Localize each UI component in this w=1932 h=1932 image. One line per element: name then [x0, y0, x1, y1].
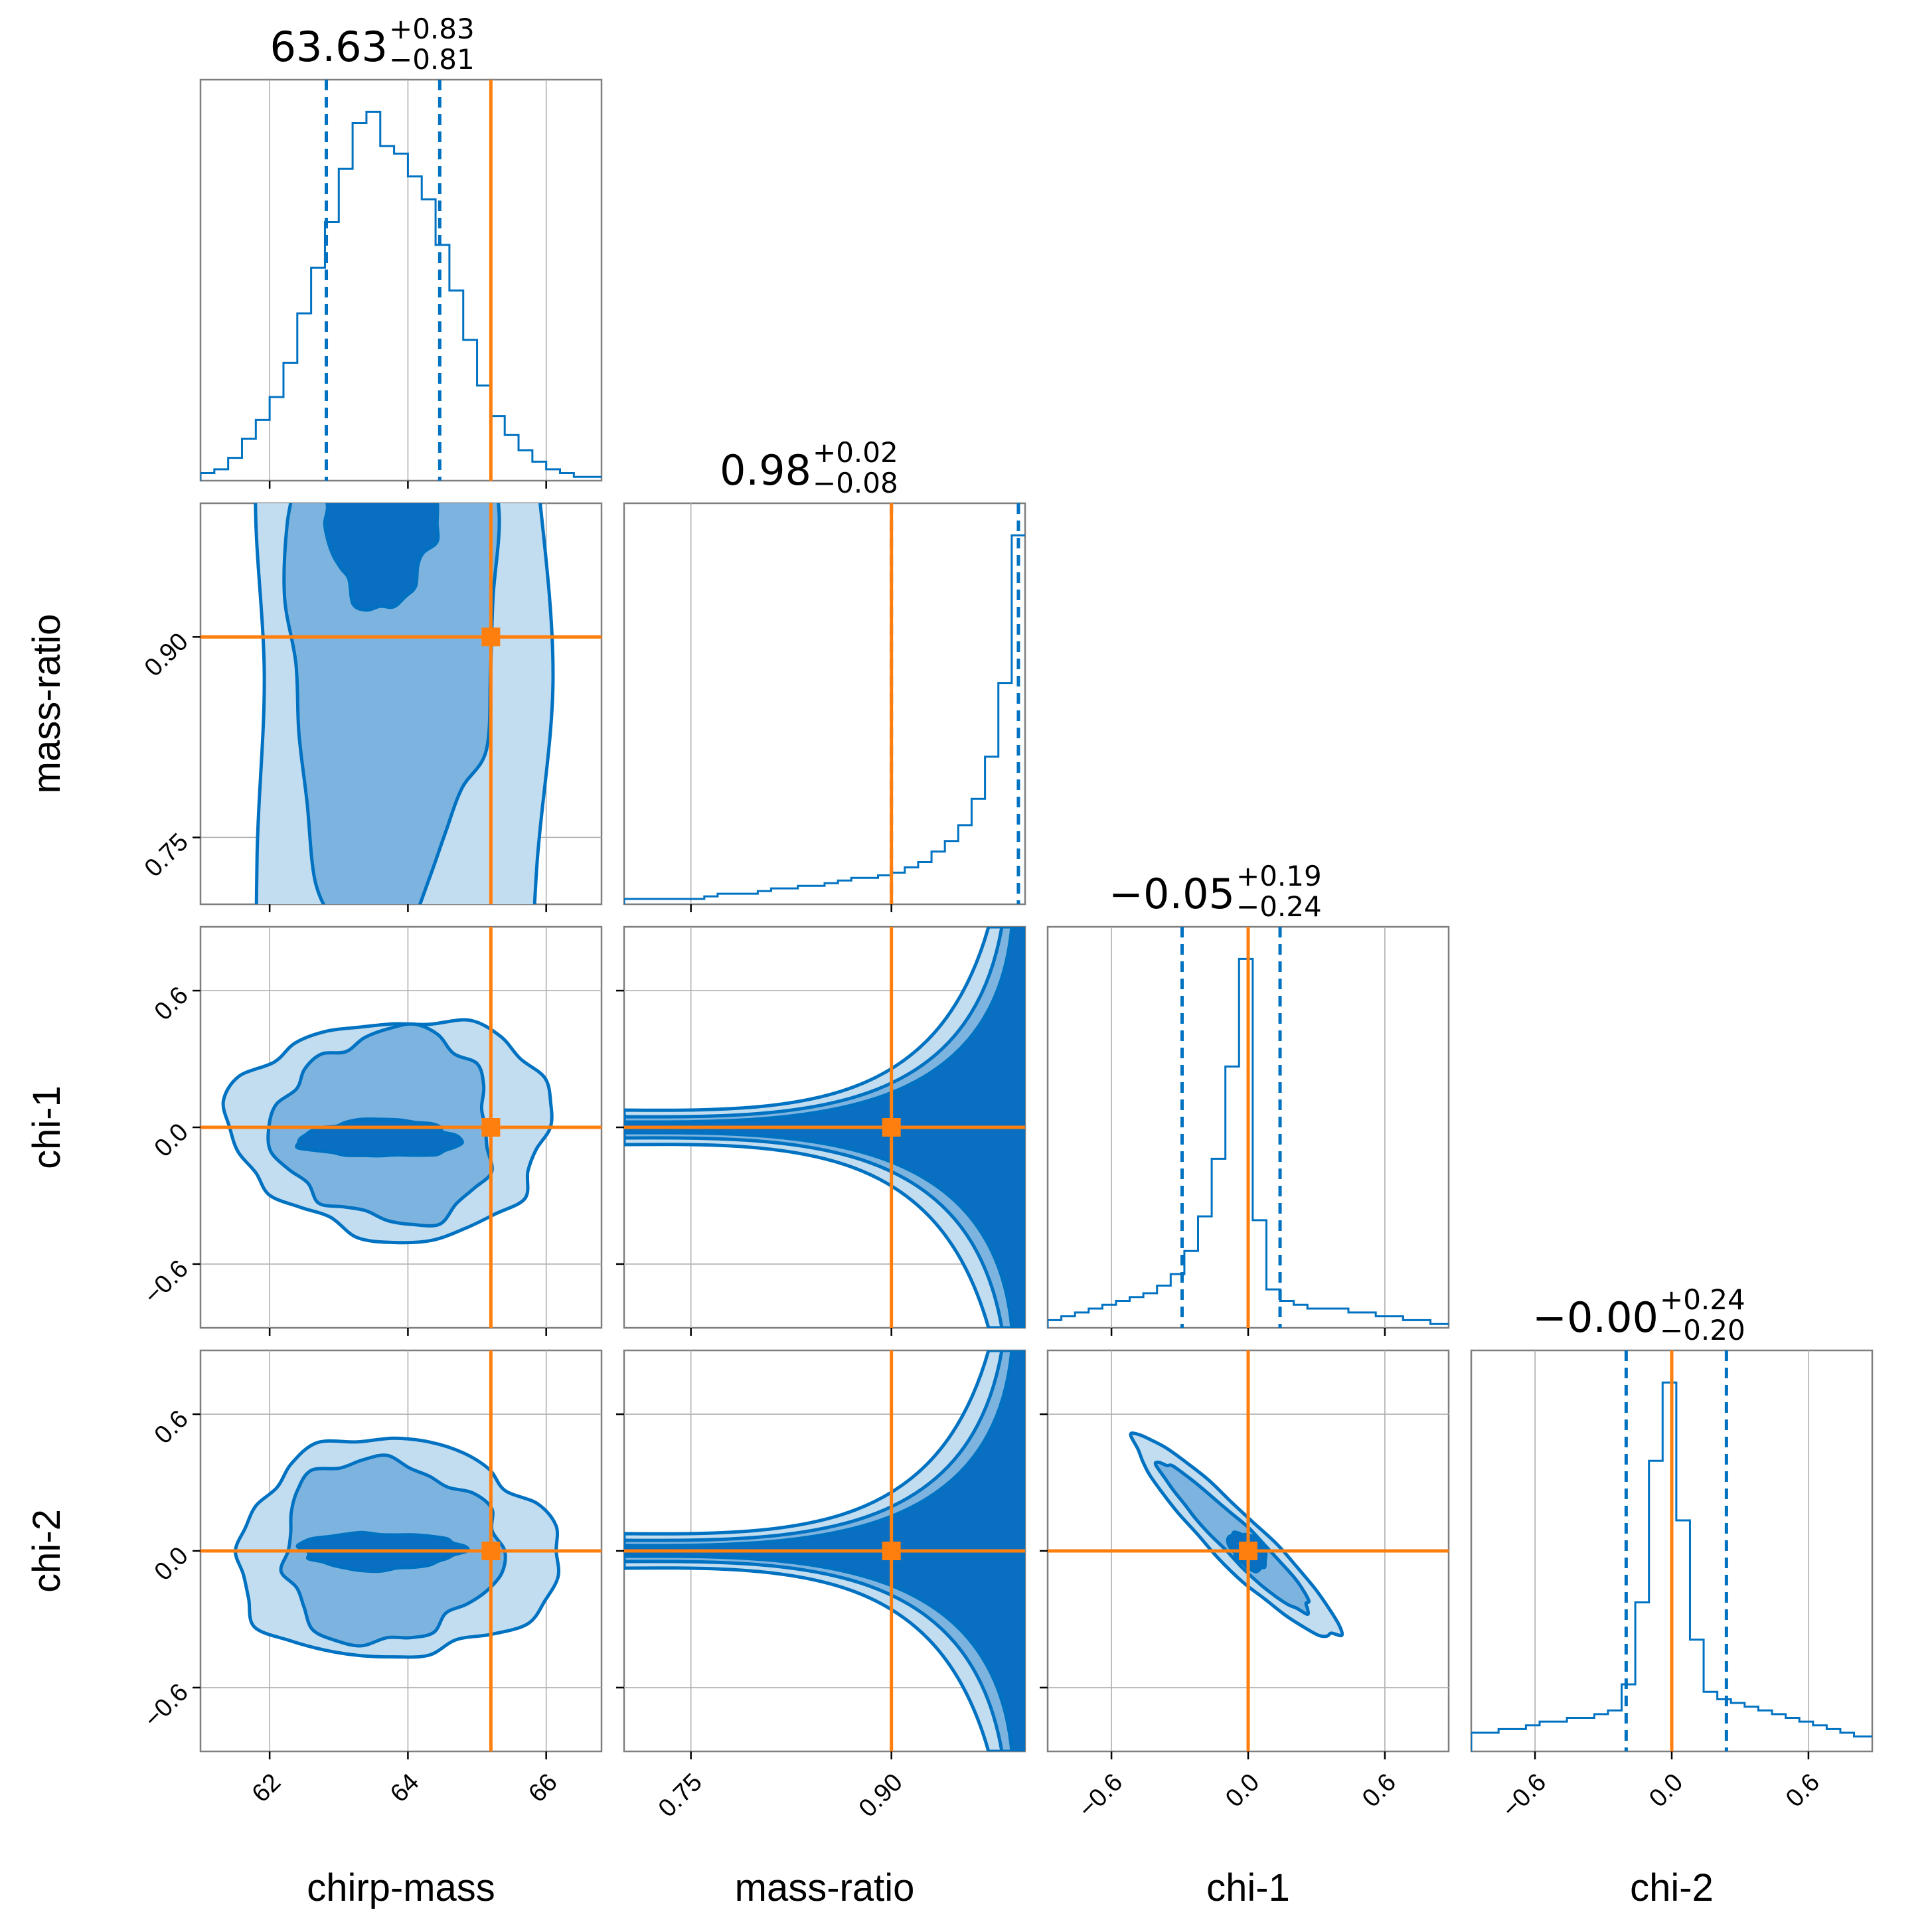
title-lower-chi-2: −0.20: [1660, 1314, 1745, 1346]
contours-chirp-mass-vs-chi-2: [234, 1436, 560, 1659]
title-lower-mass-ratio: −0.08: [813, 467, 898, 499]
tick-label-chi-2: −0.6: [139, 1678, 194, 1733]
panel-mass-ratio-hist: [623, 502, 1026, 912]
title-lower-chirp-mass: −0.81: [389, 43, 475, 76]
panel-frame: [199, 78, 603, 482]
x-axis-label-chi-1: chi-1: [1206, 1866, 1290, 1909]
tick-label-chi-1: 0.6: [149, 981, 194, 1026]
tick-label-chi-2: 0.0: [1644, 1768, 1688, 1812]
title-upper-chirp-mass: +0.83: [389, 13, 475, 45]
tick-label-mass-ratio: 0.90: [854, 1768, 908, 1822]
tick-label-chi-1: −0.6: [139, 1255, 194, 1310]
histogram-step-mass-ratio: [624, 534, 1025, 904]
title-upper-chi-2: +0.24: [1660, 1283, 1745, 1316]
tick-label-mass-ratio: 0.75: [653, 1768, 708, 1822]
y-axis-label-mass-ratio: mass-ratio: [25, 614, 68, 794]
tick-label-chi-1: −0.6: [1074, 1768, 1129, 1823]
histogram-chi-1: [1048, 927, 1449, 1328]
tick-label-chi-2: 0.0: [149, 1542, 194, 1586]
histogram-step-chi-2: [1471, 1381, 1872, 1751]
tick-label-chi-1: 0.0: [149, 1118, 194, 1163]
title-value-chi-2: −0.00: [1532, 1293, 1658, 1342]
histogram-chi-2: [1471, 1350, 1872, 1751]
histogram-chirp-mass: [201, 80, 602, 481]
panel-chirp-mass-hist: [199, 78, 603, 489]
y-axis-label-chi-1: chi-1: [25, 1086, 68, 1169]
tick-label-chi-2: 0.6: [1781, 1768, 1825, 1812]
contour-c3: [323, 503, 440, 612]
tick-label-mass-ratio: 0.90: [139, 627, 194, 682]
tick-label-chirp-mass: 62: [247, 1768, 287, 1808]
histogram-mass-ratio: [624, 503, 1025, 904]
contour-c2: [282, 503, 501, 904]
truth-marker: [882, 1118, 901, 1137]
panel-frame: [623, 502, 1026, 906]
truth-marker: [1239, 1542, 1257, 1560]
title-value-chirp-mass: 63.63: [270, 23, 388, 71]
histogram-step-chi-1: [1048, 957, 1449, 1328]
tick-label-chi-2: −0.6: [1497, 1768, 1552, 1823]
title-upper-chi-1: +0.19: [1236, 860, 1322, 892]
x-axis-label-chirp-mass: chirp-mass: [307, 1866, 495, 1909]
truth-marker: [481, 627, 501, 647]
title-value-mass-ratio: 0.98: [720, 446, 811, 495]
tick-label-chi-2: 0.6: [149, 1405, 194, 1449]
y-axis-label-chi-2: chi-2: [25, 1509, 68, 1593]
tick-label-chirp-mass: 66: [523, 1768, 563, 1808]
tick-label-chi-1: 0.0: [1220, 1768, 1265, 1812]
title-value-chi-1: −0.05: [1109, 870, 1235, 918]
contours-chirp-mass-vs-mass-ratio: [254, 503, 555, 904]
truth-marker: [481, 1542, 501, 1560]
tick-label-mass-ratio: 0.75: [139, 828, 194, 882]
title-upper-mass-ratio: +0.02: [813, 436, 898, 469]
x-axis-label-mass-ratio: mass-ratio: [735, 1866, 915, 1909]
x-axis-label-chi-2: chi-2: [1630, 1866, 1714, 1909]
truth-marker: [882, 1542, 901, 1560]
title-lower-chi-1: −0.24: [1236, 890, 1322, 923]
truth-marker: [481, 1118, 501, 1137]
histogram-step-chirp-mass: [201, 110, 602, 481]
tick-label-chi-1: 0.6: [1357, 1768, 1402, 1812]
tick-label-chirp-mass: 64: [385, 1768, 425, 1808]
